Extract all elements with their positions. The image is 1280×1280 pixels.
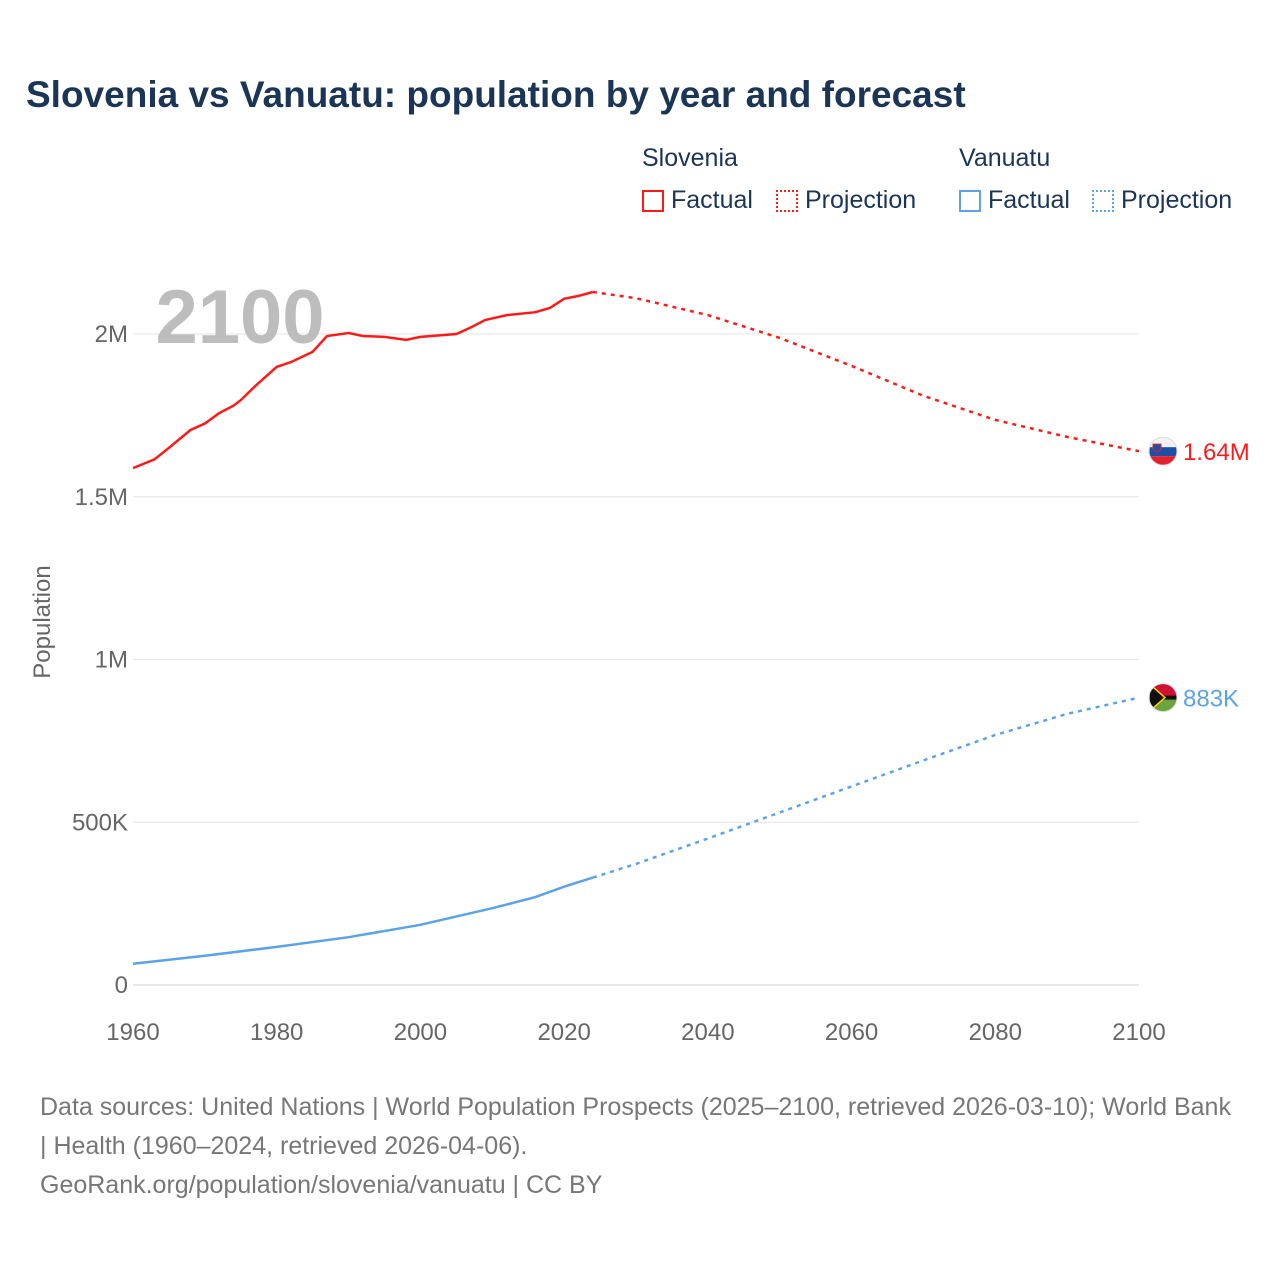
flag-stripe xyxy=(1149,437,1177,448)
footer: Data sources: United Nations | World Pop… xyxy=(40,1088,1240,1205)
legend-slovenia-factual[interactable]: Factual xyxy=(642,186,753,215)
y-tick-label: 1.5M xyxy=(75,484,128,511)
slovenia-projection-line xyxy=(592,290,1140,453)
y-tick-label: 500K xyxy=(72,809,128,836)
legend-label: Factual xyxy=(988,186,1070,214)
y-tick-label: 2M xyxy=(95,321,128,348)
footer-link[interactable]: GeoRank.org/population/slovenia/vanuatu … xyxy=(40,1171,603,1199)
x-tick-label: 2060 xyxy=(825,1019,878,1046)
flag-border xyxy=(1148,436,1178,466)
flag-stripe xyxy=(1149,447,1177,457)
x-tick-label: 1980 xyxy=(250,1019,303,1046)
footer-sources: Data sources: United Nations | World Pop… xyxy=(40,1093,1231,1160)
x-tick-label: 2080 xyxy=(969,1019,1022,1046)
flag-stripe xyxy=(1149,456,1177,466)
x-tick-label: 2100 xyxy=(1112,1019,1165,1046)
x-tick-label: 2020 xyxy=(537,1019,590,1046)
vanuatu-end-label: 883K xyxy=(1183,686,1239,713)
legend-group-vanuatu: Vanuatu xyxy=(959,144,1051,172)
vanuatu-flag-icon xyxy=(1149,683,1177,712)
year-watermark: 2100 xyxy=(155,275,324,360)
x-tick-label: 1960 xyxy=(106,1019,159,1046)
legend-label: Factual xyxy=(671,186,753,214)
y-axis-label: Population xyxy=(29,565,56,678)
legend-swatch xyxy=(642,189,664,212)
slovenia-flag-icon xyxy=(1149,437,1177,466)
flag-triangle xyxy=(1149,683,1167,712)
slovenia-end-label: 1.64M xyxy=(1183,439,1250,466)
flag-shield xyxy=(1152,443,1162,453)
legend-label: Projection xyxy=(805,186,917,214)
legend-group-slovenia: Slovenia xyxy=(642,144,738,172)
legend-swatch xyxy=(959,189,981,212)
legend-vanuatu-projection[interactable]: Projection xyxy=(1092,186,1232,215)
legend-slovenia-projection[interactable]: Projection xyxy=(776,186,916,215)
x-tick-label: 2040 xyxy=(681,1019,734,1046)
slovenia-factual-line xyxy=(132,290,594,470)
legend-swatch xyxy=(1092,189,1114,212)
vanuatu-factual-line xyxy=(132,876,594,966)
legend-label: Projection xyxy=(1121,186,1233,214)
y-tick-label: 0 xyxy=(115,972,128,999)
flag-border xyxy=(1148,683,1178,713)
chart-title: Slovenia vs Vanuatu: population by year … xyxy=(26,74,966,115)
legend-vanuatu-factual[interactable]: Factual xyxy=(959,186,1070,215)
y-tick-label: 1M xyxy=(95,647,128,674)
vanuatu-projection-line xyxy=(592,696,1140,879)
x-tick-label: 2000 xyxy=(394,1019,447,1046)
legend-swatch xyxy=(776,189,798,212)
